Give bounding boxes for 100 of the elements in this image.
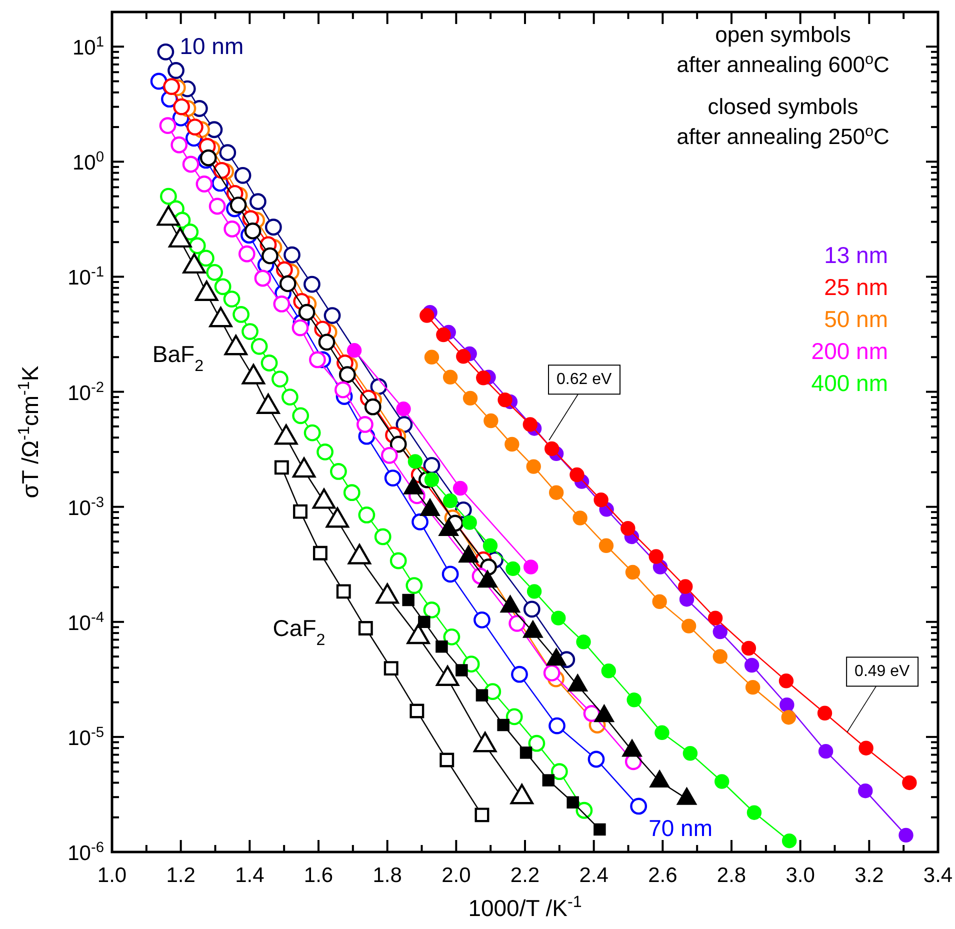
point [548,717,566,734]
point [304,276,320,293]
point [298,304,316,321]
point [523,600,540,618]
y-tick-label: 10$^{-1}$ [68,264,104,290]
point [682,746,698,761]
point [551,610,566,626]
point [358,621,373,636]
point [526,459,541,474]
x-tick-label: 1.0 [97,864,127,887]
point [423,457,440,474]
point [781,710,796,725]
point [254,270,272,287]
y-tick-label: 10$^{-5}$ [68,724,104,750]
y-tick-label: 10$^{-4}$ [68,610,104,635]
point [548,485,564,500]
point [396,402,411,416]
point [223,290,240,308]
point [374,528,392,546]
point [318,334,336,351]
point [681,618,696,634]
point [424,472,440,488]
point [712,624,728,640]
point [346,343,362,358]
point [293,504,308,519]
point [714,774,730,789]
point [522,417,538,432]
point [150,72,168,90]
point [476,689,488,702]
point [242,323,258,340]
point [338,366,356,384]
point [309,351,326,368]
point [402,594,414,606]
point [384,470,402,486]
point [244,222,262,240]
y-tick-label: 10$^{1}$ [72,34,104,60]
point [542,774,555,786]
point [264,218,282,236]
point [497,718,510,732]
point [550,763,568,780]
point [594,823,606,836]
y-tick-label: 10$^{-3}$ [68,494,104,520]
point [208,198,226,215]
point [543,664,560,682]
point [410,704,424,718]
point [474,611,490,628]
point [292,407,310,424]
point [462,515,477,530]
x-tick-label: 1.2 [166,864,196,887]
point [498,392,512,408]
point [572,510,588,526]
x-tick-label: 1.4 [235,864,265,887]
point [157,43,174,60]
point [173,98,190,116]
point [506,561,520,576]
x-tick-label: 3.4 [923,864,953,887]
x-tick-label: 1.6 [304,864,334,887]
point [163,78,180,95]
text: 400 nm [811,370,888,396]
point [456,664,468,676]
point [588,750,605,768]
x-tick-label: 2.4 [579,864,609,887]
point [654,725,670,740]
point [364,398,382,416]
point [440,752,454,768]
point [508,614,526,632]
point [744,658,760,673]
point [442,566,459,583]
point [412,513,428,530]
point [476,370,491,386]
point [484,413,498,428]
point [456,349,471,364]
point [160,188,177,205]
point [390,552,407,570]
point [436,640,448,653]
point [443,628,460,646]
point [358,506,376,524]
point [528,734,546,752]
x-tick-label: 3.0 [786,864,815,887]
annotation: 0.62 eV [556,371,612,388]
point [598,538,614,553]
point [506,708,523,726]
point [198,250,214,267]
point [620,521,636,536]
point [626,692,642,708]
point [196,176,213,192]
y-tick-label: 10$^{-6}$ [68,840,104,865]
point [523,560,538,574]
point [745,680,760,695]
point [436,327,451,342]
point [474,808,490,822]
annotation: 0.49 eV [854,663,910,680]
point [442,370,458,385]
x-tick-label: 2.6 [648,864,678,887]
annotation: after annealing 600$^{o}$C [676,50,890,77]
point [249,193,266,210]
point [778,674,794,688]
annotation: BaF$_{2}$ [152,341,204,375]
point [262,247,278,264]
text: 25 nm [824,274,888,300]
